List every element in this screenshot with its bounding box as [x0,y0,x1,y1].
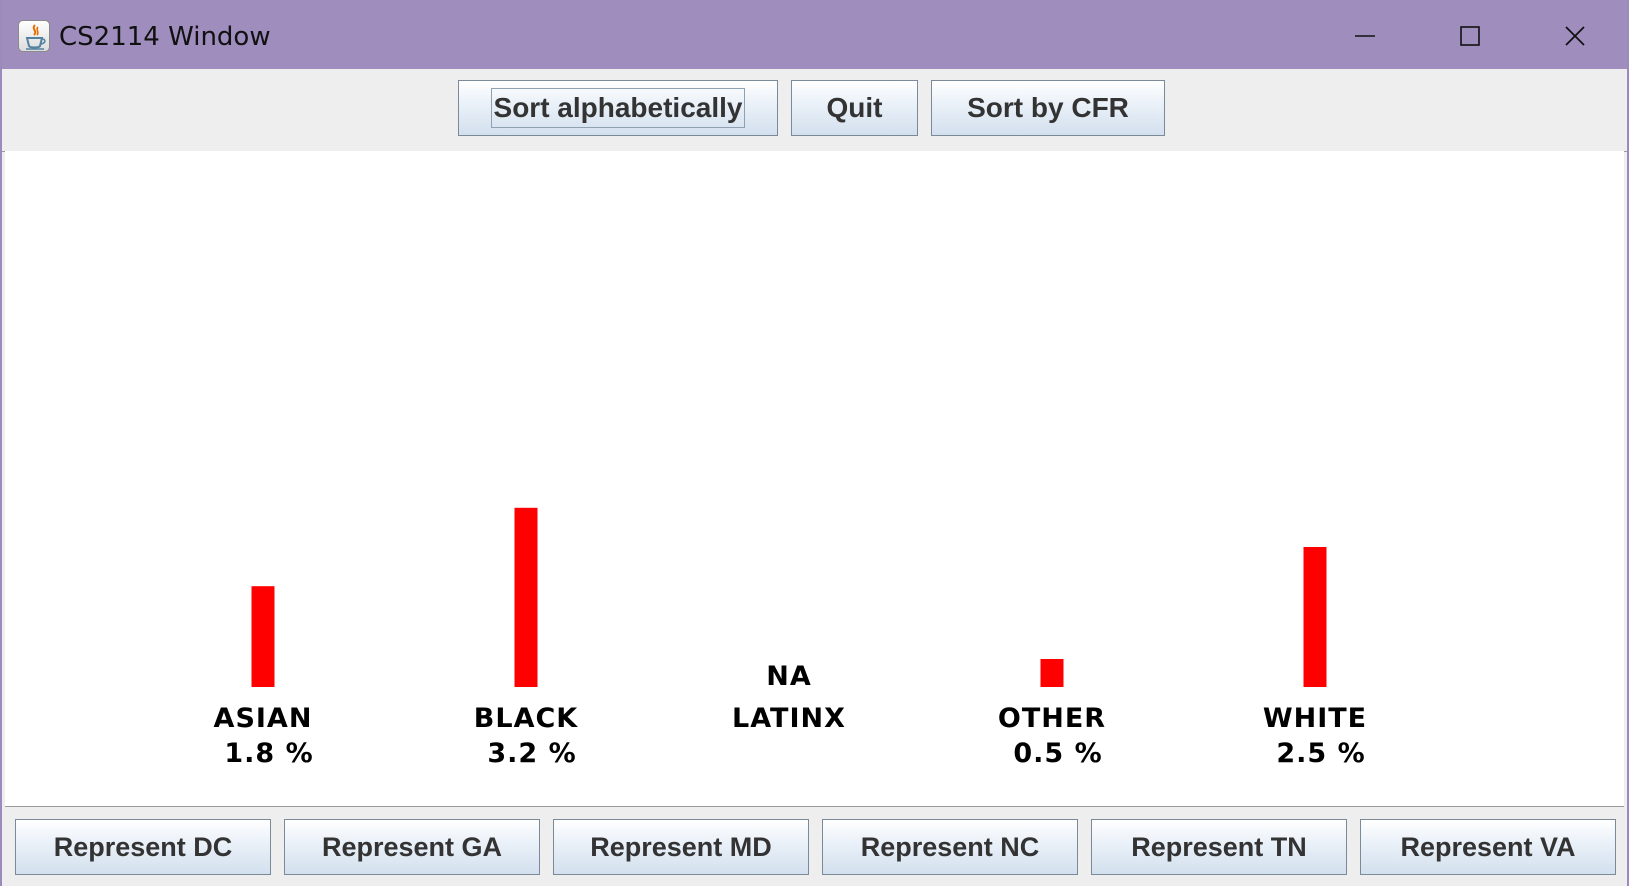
bar-other [1040,659,1064,687]
maximize-icon [1460,26,1480,46]
close-button[interactable] [1545,14,1605,58]
minimize-button[interactable] [1335,14,1395,58]
chart-panel: ASIAN 1.8 % BLACK 3.2 % NA LATINX OTHER 0.5 % WH… [5,151,1624,807]
bar-white [1303,547,1327,687]
represent-va-button[interactable]: Represent VA [1360,819,1616,875]
sort-by-cfr-button[interactable]: Sort by CFR [931,80,1165,136]
represent-nc-button[interactable]: Represent NC [822,819,1078,875]
sort-alphabetically-label: Sort alphabetically [490,88,746,128]
window-title: CS2114 Window [59,22,271,52]
na-label-latinx: NA [766,661,812,692]
bar-asian [251,586,275,687]
category-label-white: WHITE [1263,703,1367,734]
category-label-asian: ASIAN [214,703,313,734]
value-label-other: 0.5 % [1013,738,1102,769]
value-label-black: 3.2 % [487,738,576,769]
represent-md-button[interactable]: Represent MD [553,819,809,875]
category-label-latinx: LATINX [732,703,846,734]
represent-ga-button[interactable]: Represent GA [284,819,540,875]
represent-dc-button[interactable]: Represent DC [15,819,271,875]
top-toolbar: Sort alphabetically Quit Sort by CFR [2,69,1627,152]
category-label-other: OTHER [998,703,1106,734]
close-icon [1565,26,1585,46]
title-bar[interactable]: CS2114 Window [2,0,1627,69]
category-label-black: BLACK [474,703,578,734]
sort-alphabetically-button[interactable]: Sort alphabetically [458,80,778,136]
maximize-button[interactable] [1440,14,1500,58]
value-label-asian: 1.8 % [224,738,313,769]
quit-button[interactable]: Quit [791,80,918,136]
bar-black [514,507,538,687]
java-cup-icon[interactable] [18,20,50,52]
represent-tn-button[interactable]: Represent TN [1091,819,1347,875]
value-label-white: 2.5 % [1276,738,1365,769]
minimize-icon [1355,35,1375,37]
bottom-toolbar: Represent DC Represent GA Represent MD R… [2,807,1627,886]
cfr-bar-chart: ASIAN 1.8 % BLACK 3.2 % NA LATINX OTHER 0.5 % WH… [214,507,1367,769]
